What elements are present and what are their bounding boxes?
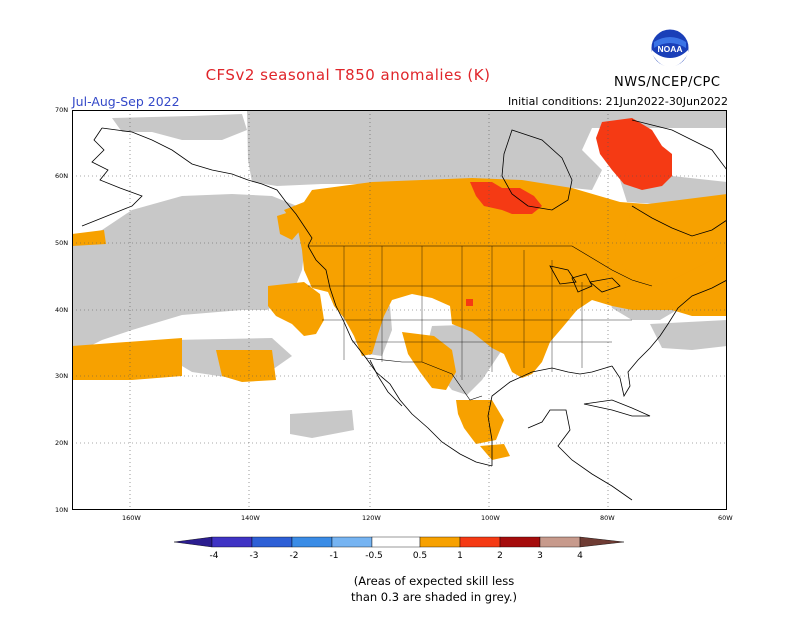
state-borders — [308, 246, 632, 380]
chart-title: CFSv2 seasonal T850 anomalies (K) — [205, 66, 491, 84]
noaa-logo: NOAA — [650, 28, 690, 68]
anomaly-1-2 — [466, 118, 672, 306]
colorbar-label: 4 — [577, 551, 583, 561]
colorbar-label: 0.5 — [413, 551, 427, 561]
colorbar-label: -2 — [290, 551, 299, 561]
colorbar-bin — [539, 536, 581, 548]
lon-label: 80W — [600, 514, 615, 522]
colorbar-label: 3 — [537, 551, 543, 561]
colorbar-label: -3 — [250, 551, 259, 561]
lon-label: 100W — [481, 514, 500, 522]
colorbar-arrow-low — [174, 536, 213, 548]
colorbar-bin — [499, 536, 541, 548]
colorbar: -4 -3 -2 -1 -0.5 0.5 1 2 3 4 — [174, 536, 625, 561]
lat-label: 50N — [55, 239, 69, 247]
initial-conditions: Initial conditions: 21Jun2022-30Jun2022 — [507, 95, 728, 108]
anomaly-map — [72, 110, 727, 510]
graticule — [72, 110, 727, 510]
lat-label: 20N — [55, 439, 69, 447]
lon-label: 60W — [718, 514, 733, 522]
lat-label: 70N — [55, 106, 69, 114]
colorbar-arrow-high — [579, 536, 625, 548]
lat-label: 30N — [55, 372, 69, 380]
skill-footnote-line1: (Areas of expected skill less — [353, 574, 515, 588]
colorbar-bin — [211, 536, 253, 548]
colorbar-bin — [331, 536, 373, 548]
anomaly-0.5-1 — [72, 178, 727, 460]
colorbar-label: -1 — [330, 551, 339, 561]
lat-label: 60N — [55, 172, 69, 180]
colorbar-bin — [371, 536, 421, 548]
colorbar-label: 1 — [457, 551, 463, 561]
agency-label: NWS/NCEP/CPC — [614, 75, 721, 90]
colorbar-bin — [251, 536, 293, 548]
colorbar-bin — [291, 536, 333, 548]
noaa-logo-text: NOAA — [657, 44, 682, 54]
lon-label: 120W — [362, 514, 381, 522]
coastlines — [81, 119, 727, 501]
colorbar-label: 2 — [497, 551, 503, 561]
skill-footnote-line2: than 0.3 are shaded in grey.) — [351, 590, 517, 604]
map-frame — [72, 110, 727, 510]
colorbar-bin — [419, 536, 461, 548]
colorbar-label: -0.5 — [365, 551, 383, 561]
colorbar-bin — [459, 536, 501, 548]
forecast-period: Jul-Aug-Sep 2022 — [72, 94, 180, 109]
colorbar-label: -4 — [210, 551, 219, 561]
lat-label: 10N — [55, 506, 69, 514]
lon-label: 140W — [241, 514, 260, 522]
lon-label: 160W — [122, 514, 141, 522]
lat-label: 40N — [55, 306, 69, 314]
